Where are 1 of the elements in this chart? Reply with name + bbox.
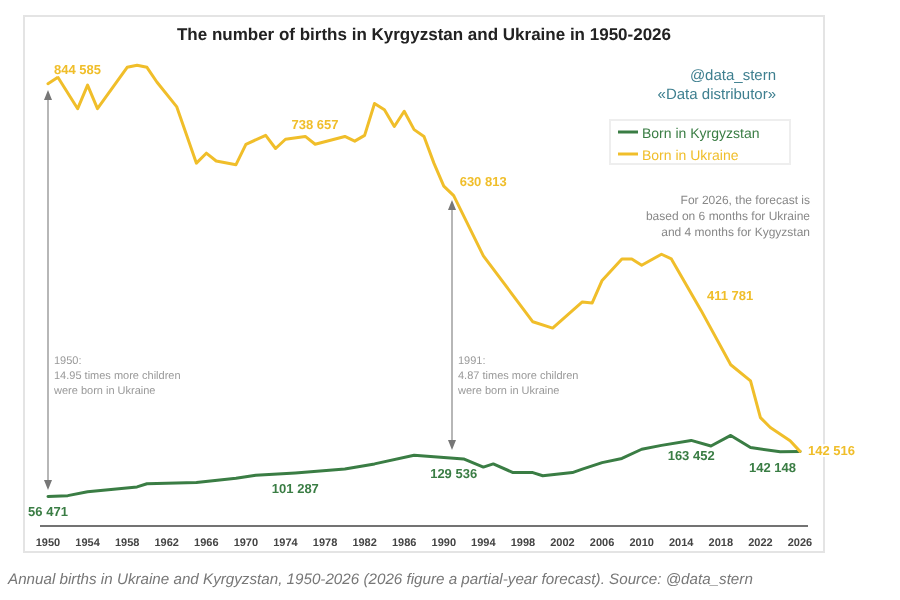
chart-title: The number of births in Kyrgyzstan and Ukraine in 1950-2026 — [176, 24, 672, 44]
